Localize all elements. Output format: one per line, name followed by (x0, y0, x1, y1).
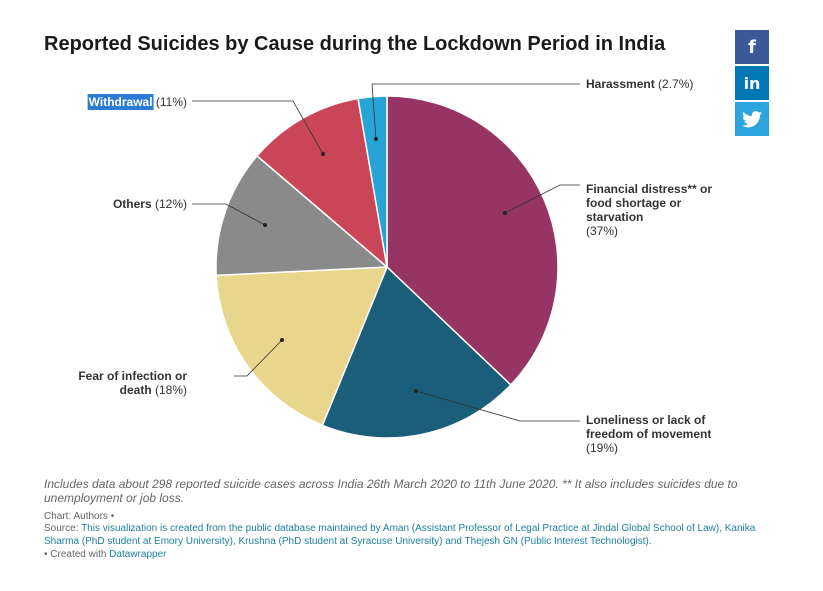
facebook-share-icon[interactable]: f (735, 30, 769, 64)
chart-source: Source: This visualization is created fr… (44, 522, 774, 548)
pie-slice-others[interactable] (215, 154, 389, 277)
leader-dot (263, 223, 267, 227)
source-link[interactable]: This visualization is created from the p… (44, 523, 756, 547)
leader-line (234, 339, 283, 377)
source-prefix: Source: (44, 523, 79, 534)
twitter-share-icon[interactable] (735, 102, 769, 136)
slice-label: Financial distress** or (586, 182, 712, 196)
slice-label: freedom of movement (586, 427, 711, 441)
chart-title: Reported Suicides by Cause during the Lo… (44, 33, 666, 55)
pie-slice-fear[interactable] (215, 266, 389, 427)
leader-line (192, 100, 324, 155)
chart-credit: Chart: Authors • (44, 511, 115, 522)
slice-label: Others (12%) (113, 197, 187, 211)
slice-label: (37%) (586, 224, 618, 238)
datawrapper-link[interactable]: Datawrapper (109, 549, 167, 560)
pie-slice-financial[interactable] (386, 95, 559, 386)
slice-label: food shortage or (586, 196, 682, 210)
leader-line (192, 203, 266, 226)
leader-line (415, 390, 580, 422)
slice-label: Harassment (2.7%) (586, 77, 693, 91)
slice-label: Withdrawal (11%) (89, 95, 187, 109)
slice-label: (19%) (586, 441, 618, 455)
slice-label: death (18%) (120, 383, 187, 397)
pie-slice-harassment[interactable] (357, 95, 388, 268)
pie-slice-loneliness[interactable] (321, 265, 512, 439)
leader-dot (414, 389, 418, 393)
chart-notes: Includes data about 298 reported suicide… (44, 477, 738, 505)
twitter-bird-icon (742, 110, 762, 127)
leader-line (504, 184, 580, 214)
slice-label: Loneliness or lack of (586, 413, 706, 427)
leader-dot (503, 211, 507, 215)
leader-line (371, 83, 580, 140)
created-with: • Created with Datawrapper (44, 549, 166, 560)
leader-dot (374, 137, 378, 141)
slice-label: starvation (586, 210, 643, 224)
created-prefix: • Created with (44, 549, 107, 560)
selection-highlight (87, 94, 154, 110)
slice-label: Fear of infection or (78, 369, 187, 383)
leader-dot (321, 152, 325, 156)
leader-dot (280, 338, 284, 342)
linkedin-share-icon[interactable]: in (735, 66, 769, 100)
